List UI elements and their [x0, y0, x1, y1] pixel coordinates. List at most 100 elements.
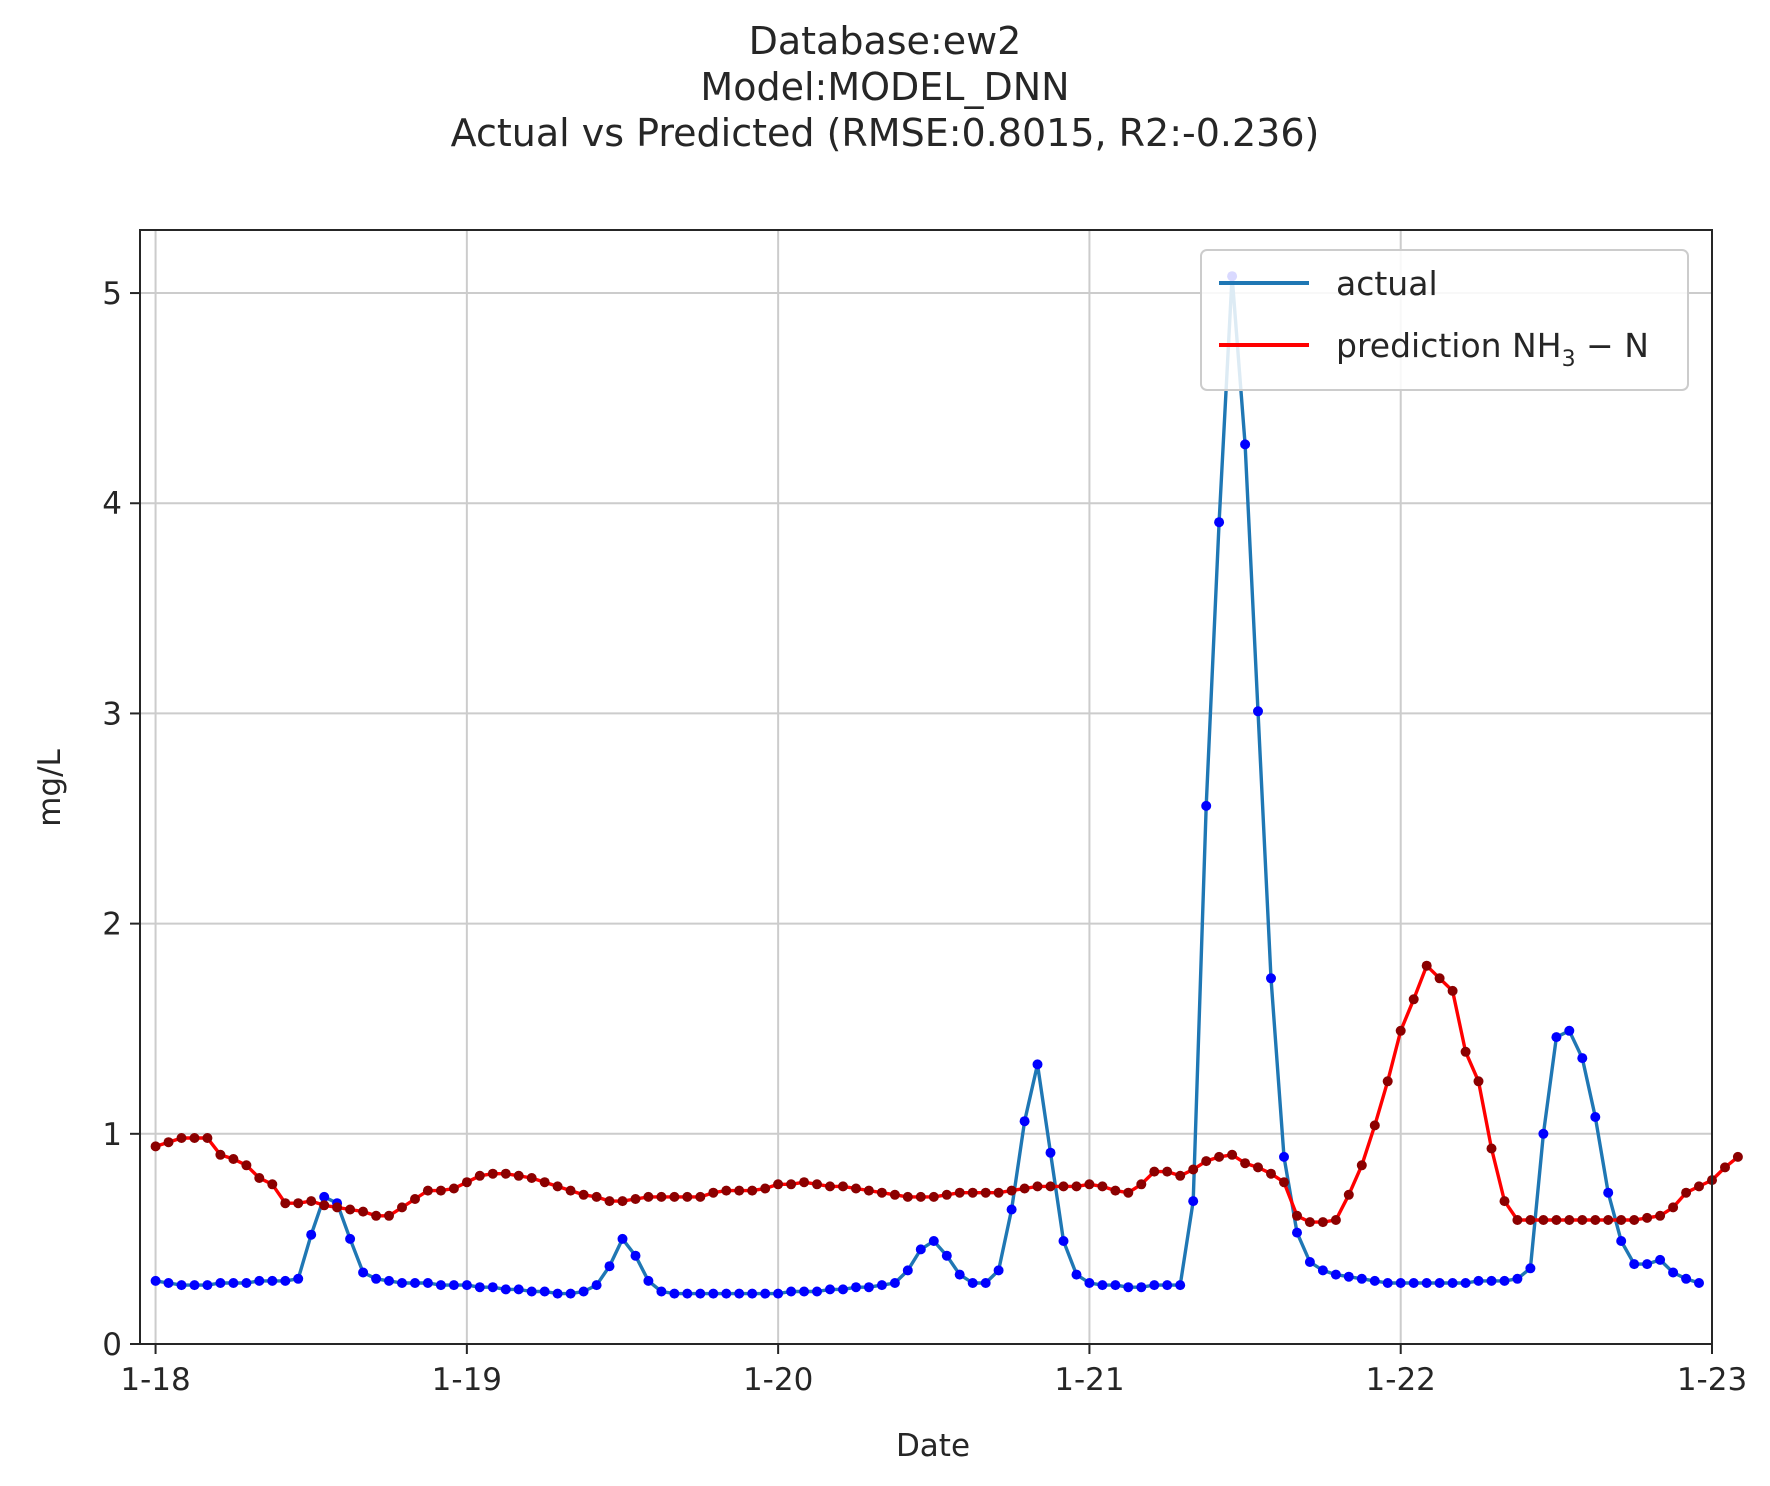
- actual-point: [1032, 1059, 1043, 1070]
- prediction-point: [1590, 1215, 1601, 1225]
- actual-point: [1330, 1269, 1341, 1280]
- prediction-point: [1577, 1215, 1588, 1225]
- prediction-point: [1551, 1215, 1562, 1225]
- prediction-point: [630, 1194, 641, 1204]
- actual-point: [150, 1275, 161, 1286]
- actual-point: [604, 1261, 615, 1272]
- actual-point: [1071, 1269, 1082, 1280]
- prediction-point: [1525, 1215, 1536, 1225]
- actual-point: [1317, 1265, 1328, 1276]
- prediction-point: [500, 1168, 511, 1179]
- actual-point: [1655, 1254, 1666, 1265]
- actual-point: [1408, 1278, 1419, 1288]
- actual-point: [1201, 800, 1212, 811]
- prediction-point: [384, 1210, 394, 1221]
- actual-point: [993, 1265, 1004, 1276]
- prediction-point: [371, 1210, 382, 1221]
- prediction-point: [799, 1177, 810, 1188]
- prediction-point: [513, 1170, 524, 1181]
- prediction-point: [1110, 1185, 1121, 1196]
- actual-point: [552, 1288, 563, 1299]
- prediction-point: [1395, 1025, 1406, 1036]
- prediction-point: [345, 1204, 356, 1215]
- actual-point: [1551, 1032, 1562, 1043]
- actual-point: [591, 1280, 602, 1291]
- prediction-point: [838, 1181, 848, 1192]
- prediction-point: [967, 1187, 978, 1198]
- actual-point: [163, 1278, 174, 1288]
- actual-point: [1058, 1236, 1069, 1246]
- actual-point: [1473, 1275, 1484, 1286]
- prediction-point: [1732, 1151, 1743, 1162]
- actual-point: [397, 1278, 407, 1288]
- prediction-point: [280, 1198, 291, 1209]
- prediction-point: [1356, 1160, 1367, 1171]
- x-axis-ticks: 1-18 1-19 1-20 1-21 1-22 1-23: [120, 1344, 1747, 1398]
- actual-point: [345, 1233, 356, 1244]
- prediction-point: [1538, 1215, 1549, 1225]
- actual-point: [682, 1288, 693, 1299]
- prediction-point: [928, 1191, 939, 1202]
- prediction-point: [293, 1198, 304, 1209]
- prediction-point: [682, 1191, 693, 1202]
- actual-point: [1512, 1273, 1523, 1284]
- actual-point: [1499, 1275, 1510, 1286]
- actual-point: [734, 1288, 745, 1299]
- prediction-point: [1447, 985, 1458, 996]
- actual-point: [384, 1275, 394, 1286]
- prediction-point: [954, 1187, 965, 1198]
- prediction-point: [1253, 1162, 1263, 1173]
- prediction-point: [721, 1185, 732, 1196]
- prediction-point: [993, 1187, 1004, 1198]
- actual-point: [941, 1250, 952, 1261]
- y-tick-label: 2: [102, 907, 122, 943]
- prediction-point: [786, 1179, 797, 1190]
- actual-point: [1123, 1282, 1134, 1293]
- prediction-point: [1266, 1168, 1276, 1179]
- actual-point: [189, 1280, 200, 1291]
- actual-point: [1525, 1263, 1536, 1274]
- prediction-point: [578, 1189, 589, 1200]
- y-axis-ticks: 0 1 2 3 4 5: [102, 276, 140, 1363]
- actual-point: [902, 1265, 913, 1276]
- actual-point: [1084, 1278, 1095, 1288]
- prediction-point: [1460, 1046, 1471, 1057]
- actual-point: [1006, 1204, 1017, 1215]
- actual-point: [1694, 1278, 1704, 1288]
- prediction-point: [1421, 960, 1432, 971]
- prediction-point: [1084, 1179, 1095, 1190]
- actual-point: [1097, 1280, 1108, 1291]
- actual-point: [915, 1244, 926, 1255]
- actual-point: [1356, 1273, 1367, 1284]
- actual-point: [825, 1284, 835, 1295]
- chart-title-database: Database:ew2: [748, 19, 1022, 63]
- actual-point: [786, 1286, 797, 1297]
- actual-point: [1266, 973, 1276, 984]
- prediction-point: [552, 1181, 563, 1192]
- actual-point: [838, 1284, 848, 1295]
- prediction-point: [1188, 1164, 1199, 1175]
- actual-point: [422, 1278, 433, 1288]
- actual-point: [319, 1191, 330, 1202]
- actual-point: [630, 1250, 641, 1261]
- prediction-point: [863, 1185, 874, 1196]
- prediction-point: [1642, 1212, 1653, 1223]
- actual-point: [435, 1280, 446, 1291]
- prediction-point: [215, 1149, 226, 1160]
- x-tick-label: 1-18: [120, 1362, 190, 1398]
- y-tick-label: 1: [102, 1117, 122, 1153]
- x-tick-label: 1-19: [432, 1362, 502, 1398]
- actual-point: [1240, 439, 1251, 450]
- actual-point: [461, 1280, 472, 1291]
- prediction-point: [773, 1179, 784, 1190]
- prediction-point: [1655, 1210, 1666, 1221]
- y-axis-label: mg/L: [32, 748, 68, 826]
- actual-point: [1175, 1280, 1186, 1291]
- y-tick-label: 5: [102, 276, 122, 312]
- prediction-point: [1512, 1215, 1523, 1225]
- actual-point: [176, 1280, 187, 1291]
- legend-box: [1200, 249, 1689, 391]
- prediction-point: [150, 1141, 161, 1152]
- prediction-point: [1603, 1215, 1614, 1225]
- prediction-point: [1201, 1156, 1212, 1167]
